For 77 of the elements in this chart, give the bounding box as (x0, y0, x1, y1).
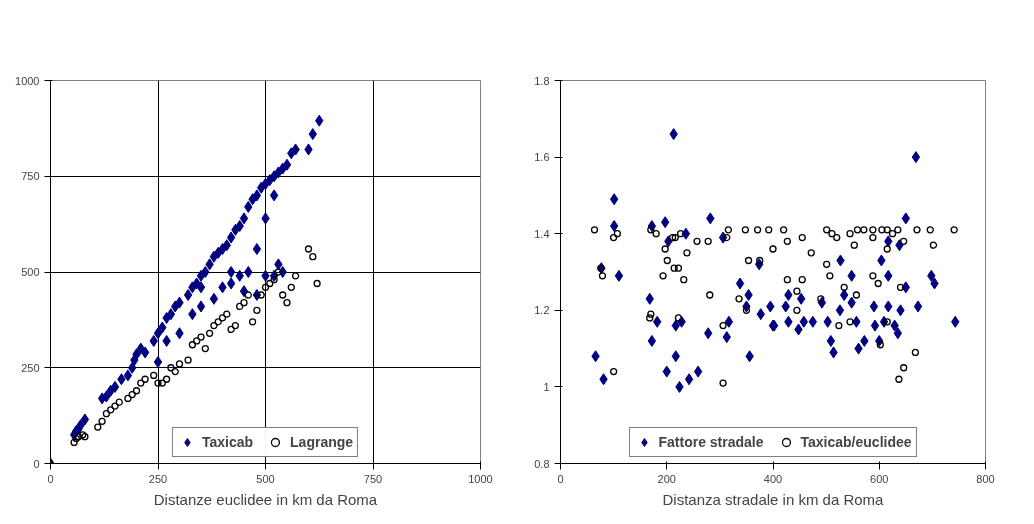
point (167, 364, 175, 372)
point (175, 360, 184, 368)
point (257, 291, 265, 299)
x-tick-label: 750 (363, 472, 383, 485)
x-tick-label: 500 (256, 472, 275, 485)
point (248, 318, 257, 326)
point (70, 438, 78, 447)
y-tick-label: 750 (21, 170, 40, 183)
point (141, 375, 149, 383)
point (270, 276, 278, 284)
legend-label: Taxicab/euclidee (800, 434, 912, 450)
x-tick-label: 400 (763, 472, 783, 485)
point (154, 379, 162, 387)
point (74, 433, 83, 441)
x-tick-label: 200 (657, 472, 676, 485)
point (309, 253, 317, 261)
y-tick-label: 0 (33, 457, 40, 470)
y-tick-label: 500 (21, 266, 40, 278)
point (283, 299, 291, 307)
y-tick-label: 0.8 (534, 457, 550, 470)
legend-label: Taxicab (201, 434, 254, 450)
point (102, 410, 111, 418)
legend-label: Lagrange (290, 434, 354, 450)
x-axis-title: Distanza stradale in km da Roma (662, 490, 885, 508)
point (214, 318, 222, 326)
point (132, 387, 141, 395)
point (205, 329, 214, 337)
point (304, 245, 313, 253)
point (98, 417, 106, 426)
point (253, 306, 261, 314)
y-tick-label: 1000 (15, 74, 40, 87)
point (184, 356, 192, 364)
point (218, 314, 227, 322)
y-tick-label: 1.2 (534, 304, 550, 317)
x-tick-label: 0 (557, 472, 564, 485)
point (231, 321, 240, 330)
point (279, 291, 287, 299)
point (240, 299, 248, 307)
y-tick-label: 1.8 (534, 74, 550, 87)
y-tick-label: 1 (543, 380, 550, 393)
point (227, 325, 235, 334)
point (72, 434, 80, 443)
x-tick-label: 800 (976, 472, 995, 485)
x-tick-label: 600 (870, 472, 889, 485)
legend-label: Fattore stradale (658, 434, 764, 450)
x-tick-label: 0 (47, 472, 54, 485)
point (137, 379, 145, 387)
x-tick-label: 250 (148, 472, 168, 485)
point (313, 279, 321, 288)
point (111, 402, 119, 410)
y-tick-label: 1.4 (534, 227, 550, 240)
point (193, 337, 201, 345)
point (150, 371, 158, 380)
point (210, 321, 218, 330)
point (128, 390, 136, 399)
point (266, 279, 274, 288)
point (287, 283, 295, 291)
point (171, 367, 179, 376)
point (115, 398, 123, 406)
point (188, 341, 197, 349)
point (162, 375, 171, 383)
point (274, 268, 283, 276)
y-tick-label: 1.6 (534, 151, 550, 164)
point (244, 291, 252, 299)
point (201, 344, 209, 353)
point (94, 423, 102, 431)
point (291, 272, 300, 280)
point (223, 310, 231, 318)
point (236, 302, 244, 311)
point (107, 406, 115, 414)
point (261, 283, 270, 291)
x-axis-title: Distanze euclidee in km da Roma (153, 490, 378, 508)
point (124, 394, 132, 403)
y-tick-label: 250 (21, 361, 40, 374)
x-tick-label: 1000 (468, 472, 493, 485)
point (197, 333, 205, 341)
point (158, 379, 166, 387)
